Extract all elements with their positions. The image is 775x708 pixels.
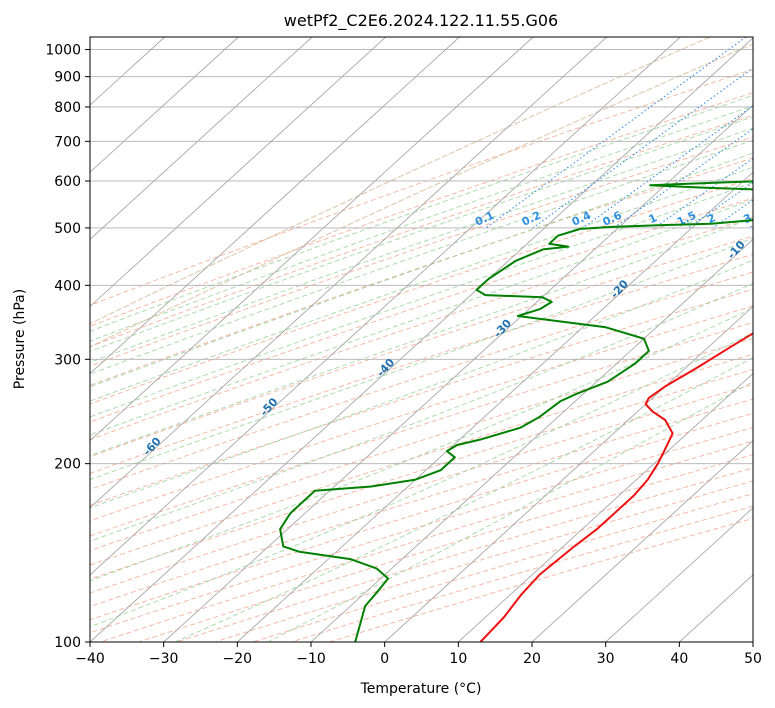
x-tick-label: −10 bbox=[296, 651, 326, 667]
x-tick-label: 40 bbox=[670, 651, 688, 667]
y-tick-label: 300 bbox=[54, 352, 81, 368]
isotherm-line bbox=[90, 37, 753, 642]
dry-adiabat bbox=[90, 114, 753, 348]
isotherm-line bbox=[90, 37, 681, 576]
moist-adiabat bbox=[90, 166, 753, 402]
isotherm-line bbox=[310, 238, 753, 642]
mixing-ratio-line bbox=[485, 37, 747, 229]
isotherm-line bbox=[163, 104, 753, 642]
isotherm-line bbox=[531, 440, 753, 642]
isotherm-line bbox=[384, 305, 753, 642]
x-tick-label: 30 bbox=[597, 651, 615, 667]
mixing-ratio-line bbox=[532, 67, 753, 229]
y-tick-label: 800 bbox=[54, 100, 81, 116]
isotherm-line bbox=[605, 507, 753, 642]
dry-adiabat bbox=[90, 177, 753, 405]
isotherm-line bbox=[236, 171, 753, 642]
background-lines bbox=[90, 37, 753, 642]
isotherm-line bbox=[90, 37, 460, 375]
y-tick-label: 400 bbox=[54, 278, 81, 294]
y-axis-label: Pressure (hPa) bbox=[12, 289, 28, 389]
isotherm-line bbox=[90, 37, 608, 509]
y-tick-label: 200 bbox=[54, 457, 81, 473]
y-tick-label: 100 bbox=[54, 635, 81, 651]
mixing-ratio-label: 3 bbox=[741, 211, 753, 226]
x-tick-label: 50 bbox=[744, 651, 762, 667]
y-tick-label: 700 bbox=[54, 134, 81, 150]
moist-adiabat bbox=[90, 259, 753, 509]
moist-adiabat bbox=[90, 182, 753, 418]
isotherm-line bbox=[90, 37, 387, 308]
x-tick-label: −30 bbox=[149, 651, 179, 667]
x-tick-label: −20 bbox=[223, 651, 253, 667]
chart-title: wetPf2_C2E6.2024.122.11.55.G06 bbox=[284, 11, 558, 31]
x-axis-label: Temperature (°C) bbox=[360, 681, 482, 697]
plot-frame bbox=[89, 36, 754, 643]
dry-adiabat bbox=[90, 197, 753, 423]
moist-adiabat bbox=[90, 116, 753, 353]
moist-adiabat bbox=[90, 198, 753, 436]
x-tick-label: 0 bbox=[380, 651, 389, 667]
dry-adiabat bbox=[90, 68, 753, 306]
isotherm-line bbox=[90, 37, 534, 442]
isotherm-line bbox=[457, 372, 753, 642]
x-tick-label: 20 bbox=[523, 651, 541, 667]
temperature-line bbox=[479, 332, 753, 642]
y-tick-label: 500 bbox=[54, 221, 81, 237]
isotherm-line bbox=[90, 37, 313, 240]
isotherm-line bbox=[90, 37, 239, 173]
moist-adiabat bbox=[90, 282, 753, 542]
dewpoint-line bbox=[279, 180, 753, 642]
x-tick-label: 10 bbox=[449, 651, 467, 667]
x-axis-ticks: −40 −30 −20 −10 0 10 20 30 40 50 bbox=[75, 642, 762, 667]
y-tick-label: 600 bbox=[54, 174, 81, 190]
x-tick-label: −40 bbox=[75, 651, 105, 667]
reference-curve bbox=[90, 43, 753, 348]
profile-series bbox=[279, 180, 753, 642]
y-tick-label: 1000 bbox=[45, 43, 81, 59]
y-tick-label: 900 bbox=[54, 70, 81, 86]
reference-curve bbox=[90, 37, 711, 325]
y-axis-ticks: 1000 900 800 700 600 500 400 300 200 100 bbox=[45, 43, 90, 651]
